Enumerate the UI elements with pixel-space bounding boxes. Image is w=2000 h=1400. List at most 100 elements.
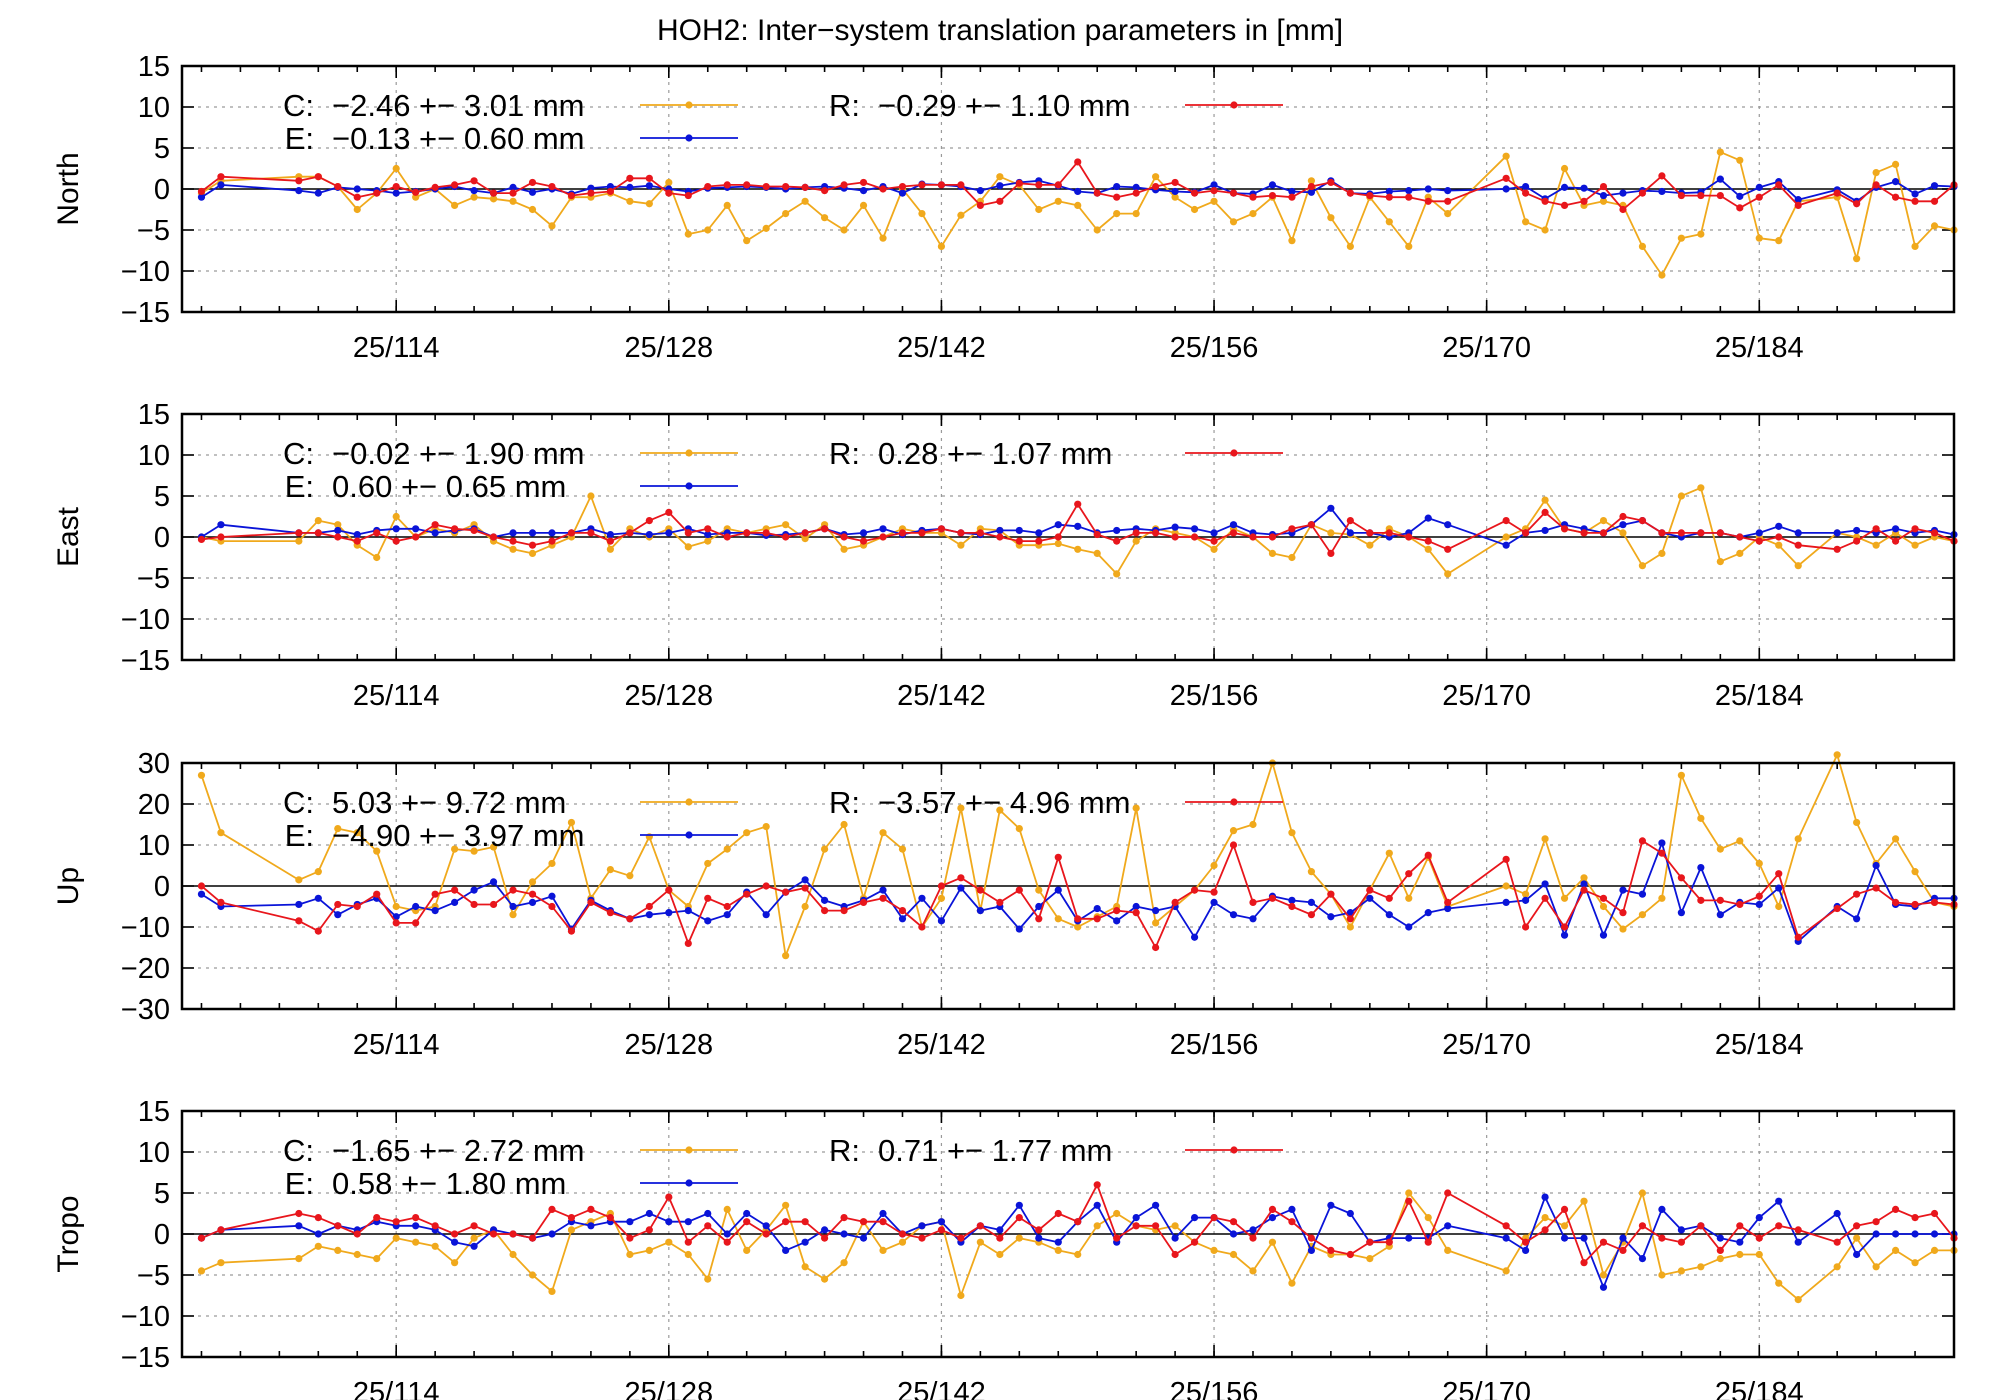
data-point-E [801, 1238, 809, 1246]
data-point-R [314, 529, 322, 537]
data-point-R [1560, 525, 1569, 533]
data-point-R [1171, 1250, 1179, 1259]
data-point-E [431, 907, 439, 915]
data-point-C [1697, 484, 1705, 492]
data-point-C [1775, 1279, 1783, 1287]
data-point-R [976, 886, 984, 894]
data-point-R [1113, 907, 1121, 915]
data-point-R [1424, 537, 1432, 545]
data-point-C [1736, 1250, 1744, 1259]
data-point-R [1833, 904, 1841, 913]
data-point-R [470, 177, 478, 185]
data-point-C [1599, 1271, 1608, 1279]
data-point-R [217, 173, 225, 181]
data-point-C [1755, 1250, 1763, 1259]
y-tick-label: 10 [138, 830, 170, 862]
data-point-R [1424, 1238, 1432, 1246]
data-point-C [1853, 255, 1861, 263]
data-point-E [1346, 1209, 1354, 1218]
data-point-C [1697, 1263, 1705, 1271]
data-point-R [626, 174, 634, 182]
data-point-E [1307, 188, 1316, 196]
data-point-R [1872, 1218, 1880, 1226]
data-point-R [1930, 898, 1939, 907]
data-point-R [1619, 205, 1627, 214]
data-point-E [1093, 904, 1101, 913]
y-tick-label: −15 [121, 297, 170, 329]
data-point-R [587, 189, 595, 197]
data-point-R [665, 1193, 673, 1201]
data-point-E [217, 181, 225, 189]
data-point-R [1775, 533, 1783, 541]
series-R [197, 158, 1958, 214]
data-point-E [1755, 1214, 1763, 1222]
x-tick-label: 25/128 [624, 680, 713, 712]
y-tick-label: 15 [138, 1096, 170, 1128]
data-point-E [392, 913, 400, 921]
data-point-C [1677, 1267, 1685, 1275]
data-point-C [567, 1226, 576, 1234]
legend-label-C: C: [283, 785, 314, 820]
legend-value-E: 0.58 +− 1.80 mm [332, 1166, 566, 1201]
data-point-R [1385, 1238, 1393, 1246]
y-tick-label: −10 [121, 256, 170, 288]
data-point-R [1716, 896, 1724, 904]
legend-value-R: 0.28 +− 1.07 mm [878, 436, 1112, 471]
data-point-R [665, 189, 673, 197]
data-point-C [704, 537, 712, 545]
legend-marker-R [1230, 1146, 1238, 1154]
data-point-R [587, 529, 595, 537]
data-point-C [334, 825, 342, 833]
data-point-R [1794, 933, 1802, 941]
data-point-C [1677, 492, 1685, 500]
data-point-C [431, 1242, 439, 1250]
data-point-C [1736, 549, 1744, 558]
data-point-C [1775, 902, 1783, 911]
data-point-C [1152, 173, 1160, 181]
data-point-E [1015, 526, 1023, 535]
data-point-C [373, 1255, 381, 1263]
data-point-R [840, 1214, 848, 1222]
data-point-E [295, 900, 303, 909]
data-point-E [743, 1209, 751, 1218]
data-point-R [957, 874, 965, 882]
data-point-R [295, 177, 303, 185]
data-point-C [665, 178, 673, 187]
data-point-C [1891, 1246, 1900, 1254]
data-point-C [645, 1246, 653, 1254]
data-point-R [1405, 533, 1413, 541]
y-axis-label: North [52, 152, 85, 225]
legend-marker-C [685, 449, 693, 457]
data-point-E [1853, 1250, 1861, 1259]
data-point-E [1210, 898, 1218, 907]
data-point-R [1502, 855, 1510, 863]
data-point-C [859, 201, 868, 209]
data-point-R [353, 1230, 361, 1238]
data-point-C [1541, 835, 1549, 843]
data-point-C [1405, 1189, 1413, 1197]
data-point-E [1853, 915, 1861, 923]
data-point-R [1891, 898, 1900, 907]
data-point-R [373, 1214, 381, 1222]
data-point-R [1677, 1238, 1685, 1246]
data-point-E [295, 1222, 303, 1230]
data-point-C [1502, 882, 1510, 890]
data-point-C [1541, 226, 1549, 234]
data-point-R [976, 201, 984, 209]
data-point-R [217, 898, 225, 907]
x-tick-label: 25/142 [897, 1377, 986, 1400]
data-point-R [567, 927, 576, 935]
data-point-E [1229, 911, 1238, 919]
y-axis-label: Up [52, 867, 85, 905]
data-point-R [704, 1222, 712, 1230]
data-point-R [197, 187, 206, 196]
data-point-R [1638, 189, 1647, 197]
data-point-R [801, 1218, 809, 1226]
data-point-E [1405, 187, 1413, 195]
data-point-E [1268, 1214, 1277, 1222]
data-point-R [1775, 870, 1783, 878]
data-point-R [1619, 512, 1627, 521]
data-point-R [1619, 909, 1627, 917]
data-point-E [645, 530, 653, 539]
data-point-E [1405, 1234, 1413, 1242]
